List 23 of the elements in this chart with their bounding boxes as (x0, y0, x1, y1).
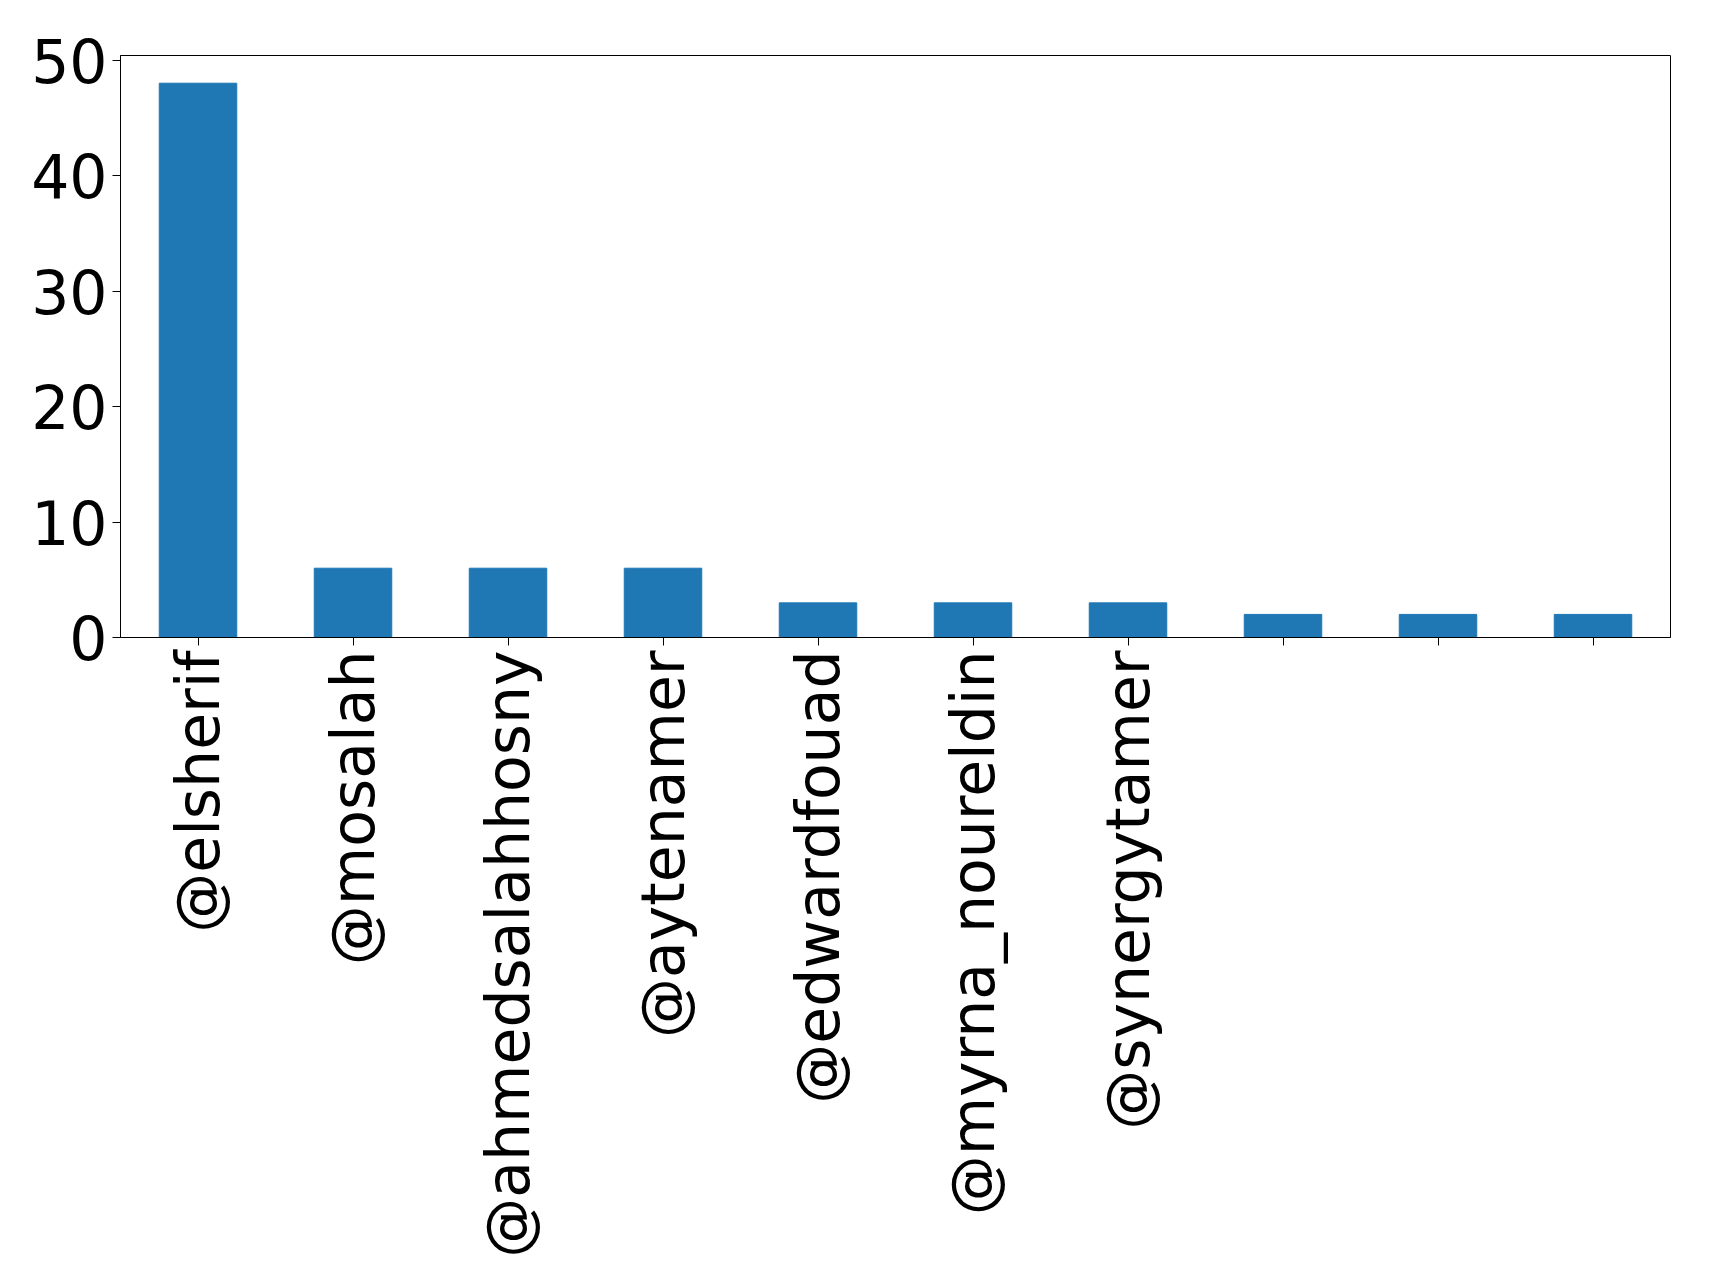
bar (778, 602, 858, 638)
y-tick-label: 20 (31, 373, 108, 444)
bar (158, 82, 238, 638)
x-tick-label: @aytenamer (628, 650, 698, 1039)
x-tick-label: @mosalah (318, 650, 388, 966)
bar (468, 567, 548, 638)
x-tick-label: @synergytamer (1093, 650, 1163, 1130)
y-tick-label: 50 (31, 26, 108, 97)
bar (1553, 613, 1633, 638)
bar (933, 602, 1013, 638)
bar (1088, 602, 1168, 638)
x-tick-label: @elsherif (163, 648, 233, 933)
bar (1243, 613, 1323, 638)
y-tick-label: 40 (31, 142, 108, 213)
x-tick-label: @edwardfouad (783, 650, 853, 1104)
bar (313, 567, 393, 638)
y-tick-label: 30 (31, 257, 108, 328)
bar (623, 567, 703, 638)
x-tick-label: @ahmedsalahhosny (473, 650, 543, 1258)
x-tick-label: @myrna_noureldin (938, 650, 1008, 1216)
y-tick-label: 0 (69, 604, 108, 674)
bar (1398, 613, 1478, 638)
y-tick-label: 10 (31, 488, 108, 559)
